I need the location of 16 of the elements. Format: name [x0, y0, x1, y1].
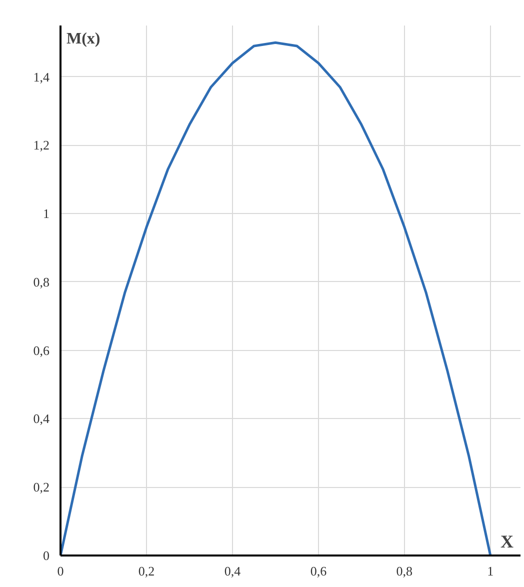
y-tick-label: 1 [43, 206, 50, 222]
y-tick-label: 1,4 [33, 69, 50, 84]
x-tick-label: 0,2 [138, 564, 155, 578]
y-tick-label: 1,2 [33, 138, 50, 153]
x-axis-title: X [500, 532, 514, 552]
y-tick-label: 0,8 [33, 274, 50, 290]
y-tick-label: 0 [43, 548, 50, 563]
x-tick-label: 1 [487, 564, 494, 578]
x-tick-label: 0,6 [310, 564, 328, 578]
y-axis-title: M(x) [66, 30, 100, 48]
x-tick-label: 0 [57, 564, 64, 578]
x-tick-label: 0,4 [224, 564, 242, 578]
y-tick-label: 0,2 [33, 480, 50, 495]
x-tick-label: 0,8 [396, 564, 413, 578]
y-tick-label: 0,4 [33, 411, 50, 426]
y-tick-label: 0,6 [33, 342, 50, 358]
